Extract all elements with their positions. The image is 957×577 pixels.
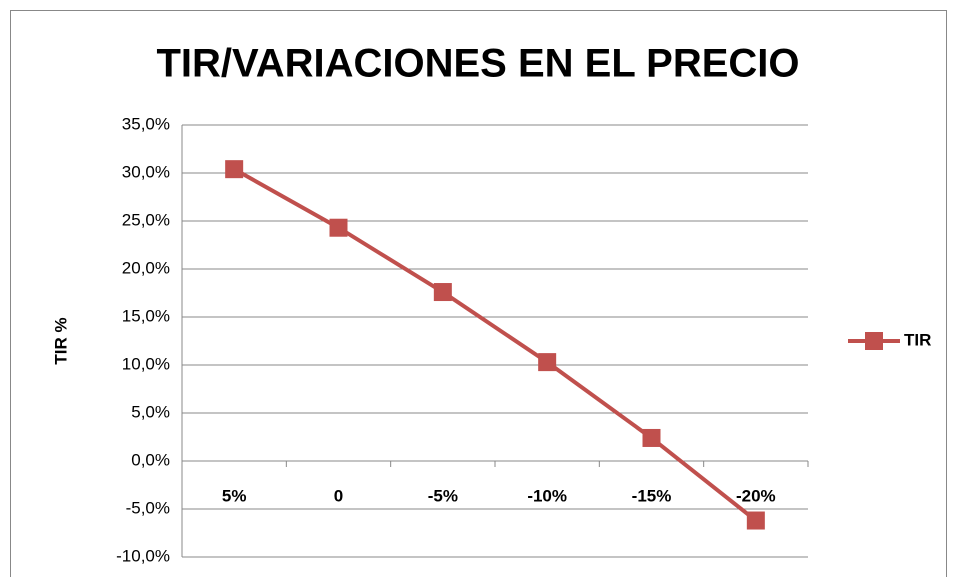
data-point	[225, 160, 244, 179]
legend-label: TIR	[904, 330, 931, 349]
series-line	[233, 167, 758, 523]
x-tick-label: -20%	[736, 486, 776, 505]
legend-marker	[865, 332, 883, 350]
y-tick-label: 30,0%	[122, 162, 170, 181]
y-tick-label: 15,0%	[122, 306, 170, 325]
x-tick-label: 5%	[222, 486, 247, 505]
x-tick-label: -15%	[632, 486, 672, 505]
x-tick-label: -5%	[428, 486, 458, 505]
y-tick-label: 10,0%	[122, 354, 170, 373]
y-tick-label: -5,0%	[126, 498, 170, 517]
data-point	[746, 511, 765, 530]
chart-frame	[10, 10, 947, 577]
y-tick-label: 0,0%	[131, 450, 170, 469]
data-point	[329, 218, 348, 237]
y-tick-label: 20,0%	[122, 258, 170, 277]
data-point	[538, 353, 557, 372]
y-tick-label: 25,0%	[122, 210, 170, 229]
data-point	[433, 283, 452, 302]
x-tick-label: -10%	[527, 486, 567, 505]
y-tick-label: 35,0%	[122, 114, 170, 133]
chart-title: TIR/VARIACIONES EN EL PRECIO	[156, 42, 799, 86]
y-tick-label: 5,0%	[131, 402, 170, 421]
y-tick-label: -10,0%	[116, 546, 170, 565]
x-tick-label: 0	[334, 486, 343, 505]
data-point	[642, 428, 661, 447]
y-axis-label: TIR %	[51, 317, 70, 364]
